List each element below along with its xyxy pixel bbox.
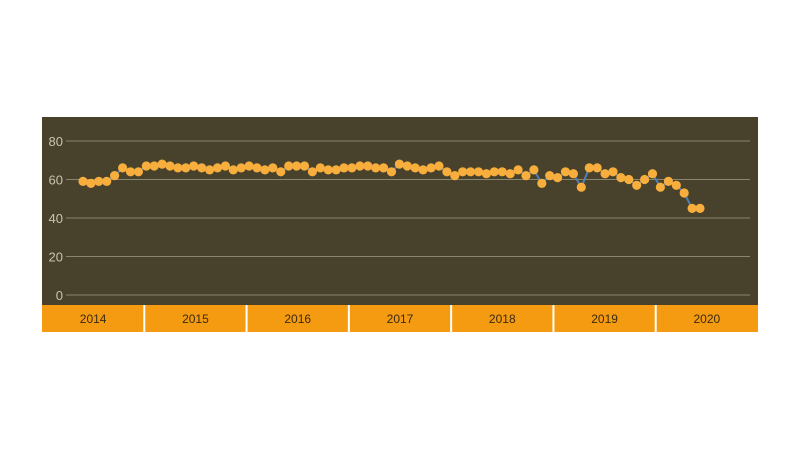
data-point: [679, 188, 689, 198]
data-point: [616, 173, 626, 183]
data-point: [157, 159, 167, 169]
data-point: [220, 161, 230, 171]
data-point: [212, 163, 223, 173]
plot-area: [42, 117, 758, 305]
data-point: [347, 163, 357, 173]
data-point: [339, 163, 349, 173]
data-point: [197, 163, 207, 173]
data-point: [276, 167, 286, 177]
data-point: [521, 171, 531, 181]
data-point: [600, 169, 610, 179]
data-point: [173, 163, 183, 173]
data-point: [513, 165, 523, 175]
data-point: [560, 167, 571, 177]
data-point: [94, 176, 104, 186]
data-point: [632, 180, 642, 190]
data-point: [568, 169, 579, 179]
data-point: [473, 167, 484, 177]
data-point: [125, 167, 136, 177]
data-point: [426, 163, 436, 173]
data-point: [284, 161, 294, 171]
y-axis-ticks: 0 20 40 60 80: [49, 134, 63, 303]
year-axis: 2014 2015 2016 2017 2018 2019 2020: [80, 305, 721, 332]
data-point: [149, 161, 159, 171]
data-point: [545, 171, 555, 181]
data-point: [260, 165, 270, 175]
data-point: [165, 161, 175, 171]
year-band: [42, 305, 758, 332]
data-point: [418, 165, 428, 175]
data-point: [655, 182, 666, 192]
year-label: 2016: [284, 312, 311, 326]
year-label: 2015: [182, 312, 209, 326]
data-point: [410, 163, 420, 173]
data-point: [695, 203, 705, 213]
data-point: [386, 167, 397, 177]
data-point: [497, 167, 507, 177]
gridlines: [66, 140, 750, 296]
y-tick-label: 0: [56, 288, 63, 303]
y-tick-label: 40: [49, 211, 63, 226]
data-point: [640, 174, 650, 185]
data-point: [553, 173, 563, 183]
data-point: [228, 165, 238, 175]
data-point: [466, 167, 476, 177]
year-label: 2020: [694, 312, 721, 326]
data-point: [133, 167, 143, 177]
data-point: [205, 165, 215, 175]
data-point: [671, 180, 681, 190]
data-point: [489, 167, 499, 177]
data-point: [647, 169, 658, 179]
data-point: [141, 161, 151, 171]
data-point: [181, 163, 191, 173]
data-point: [371, 163, 381, 173]
data-point: [434, 161, 444, 171]
data-point: [529, 165, 539, 175]
year-label: 2014: [80, 312, 107, 326]
year-label: 2017: [387, 312, 414, 326]
data-point: [379, 163, 389, 173]
data-point: [402, 161, 412, 171]
data-point: [687, 203, 697, 213]
data-point: [86, 178, 96, 188]
data-point: [189, 161, 199, 171]
data-point: [299, 161, 310, 171]
data-point: [608, 167, 618, 177]
data-point: [442, 167, 452, 177]
data-point: [331, 165, 341, 175]
data-point: [505, 169, 515, 179]
year-label: 2019: [591, 312, 618, 326]
data-point: [481, 169, 491, 179]
y-tick-label: 20: [49, 250, 63, 265]
data-point: [592, 163, 602, 173]
data-point: [236, 163, 246, 173]
y-tick-label: 60: [49, 173, 63, 188]
data-point: [102, 176, 112, 186]
data-point: [244, 161, 254, 171]
data-point: [355, 161, 365, 171]
data-point: [292, 161, 302, 171]
data-point: [307, 167, 317, 177]
data-point: [118, 163, 128, 173]
data-point: [458, 167, 468, 177]
data-point: [363, 161, 373, 171]
y-tick-label: 80: [49, 134, 63, 149]
data-point: [537, 178, 547, 188]
data-point: [78, 176, 88, 186]
series: [78, 159, 705, 213]
data-point: [110, 171, 120, 181]
data-point: [663, 176, 674, 186]
data-point: [576, 182, 586, 192]
data-point: [584, 163, 594, 173]
data-point: [394, 159, 404, 169]
data-point: [323, 165, 333, 175]
data-point: [268, 163, 278, 173]
data-point: [315, 163, 325, 173]
year-label: 2018: [489, 312, 516, 326]
data-point: [450, 171, 460, 181]
data-point: [252, 163, 262, 173]
data-point: [624, 174, 634, 185]
